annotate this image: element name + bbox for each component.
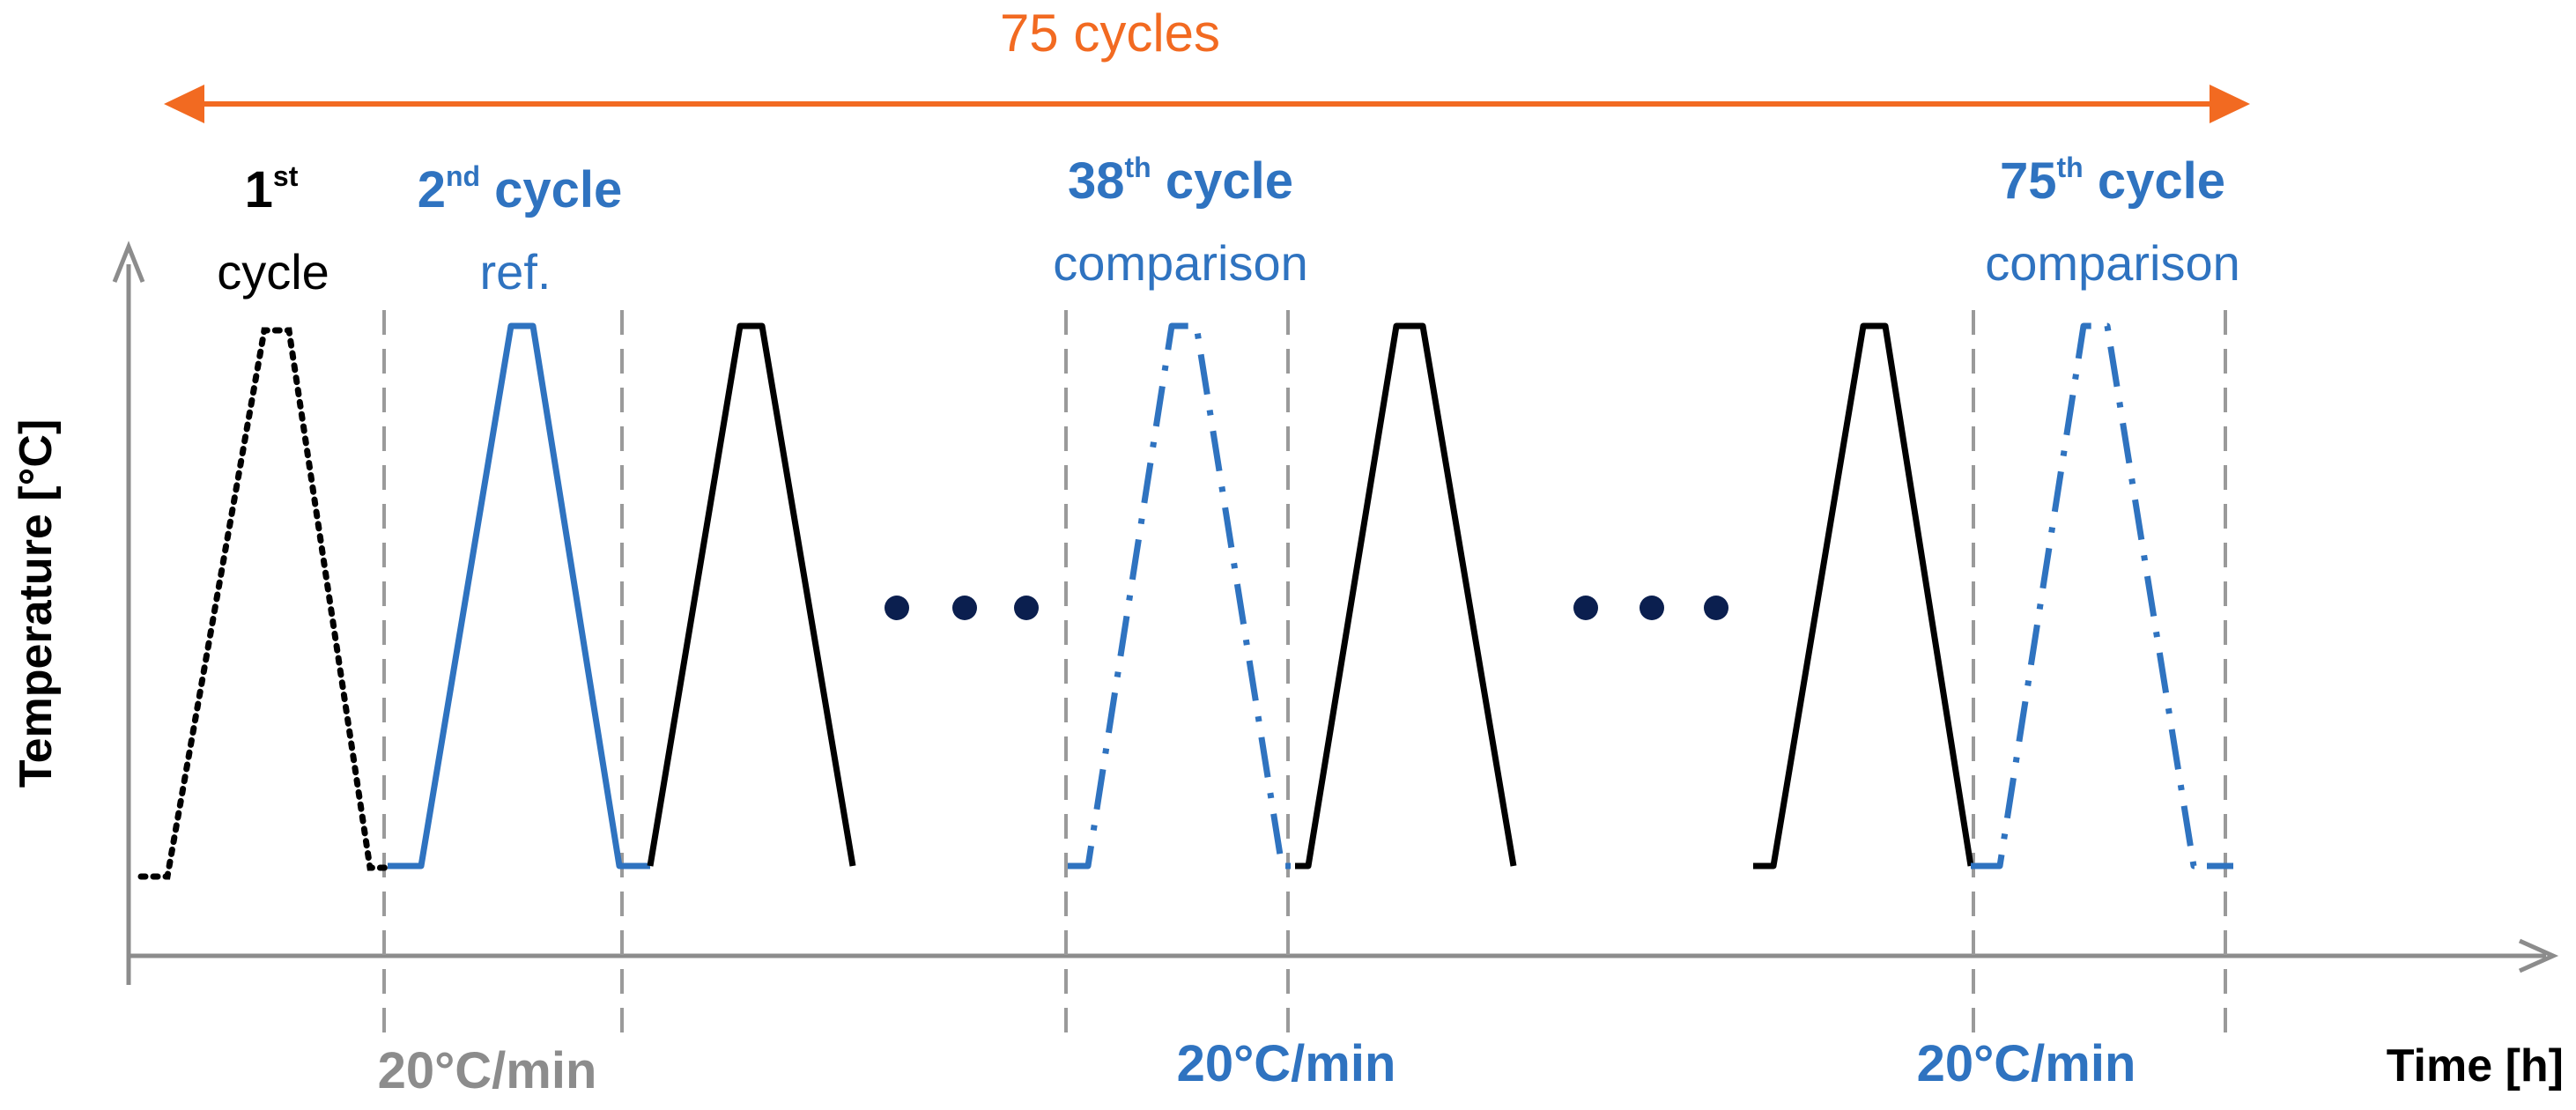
cycle-74-profile: [1753, 322, 1974, 870]
cycle-2-subtitle: ref.: [480, 244, 551, 300]
cycle-38-profile: [1068, 322, 1299, 870]
ellipsis-dots-icon: [1573, 596, 1728, 620]
rate-label-2: 20°C/min: [1177, 1035, 1396, 1092]
cycle-1-title: 1st: [245, 160, 299, 218]
rate-label-3: 20°C/min: [1917, 1035, 2136, 1092]
x-axis-label: Time [h]: [2387, 1040, 2564, 1092]
x-axis-arrowhead: [2518, 938, 2559, 973]
span-label: 75 cycles: [1000, 4, 1220, 63]
cycle-75-title: 75th cycle: [2000, 152, 2225, 210]
cycle-38-subtitle: comparison: [1053, 235, 1307, 291]
y-axis-arrowhead: [112, 240, 145, 283]
cycle-3-profile: [647, 322, 856, 867]
cycle-dividers: [382, 310, 2227, 1040]
cycle-39-profile: [1295, 322, 1517, 870]
cycle-75-profile: [1971, 322, 2222, 870]
rate-label-1: 20°C/min: [378, 1042, 597, 1099]
span-arrow: [164, 85, 2250, 123]
axes: [112, 240, 2559, 985]
cycle-2-profile: [388, 322, 650, 870]
ellipsis-dots-icon: [885, 596, 1039, 620]
cycle-1-subtitle: cycle: [217, 244, 329, 300]
y-axis-label: Temperature [°C]: [11, 419, 62, 788]
cycle-2-title: 2nd cycle: [418, 160, 623, 218]
cycle-1-profile: [137, 327, 396, 880]
cycle-75-subtitle: comparison: [1985, 235, 2239, 291]
cycle-38-title: 38th cycle: [1068, 152, 1293, 210]
